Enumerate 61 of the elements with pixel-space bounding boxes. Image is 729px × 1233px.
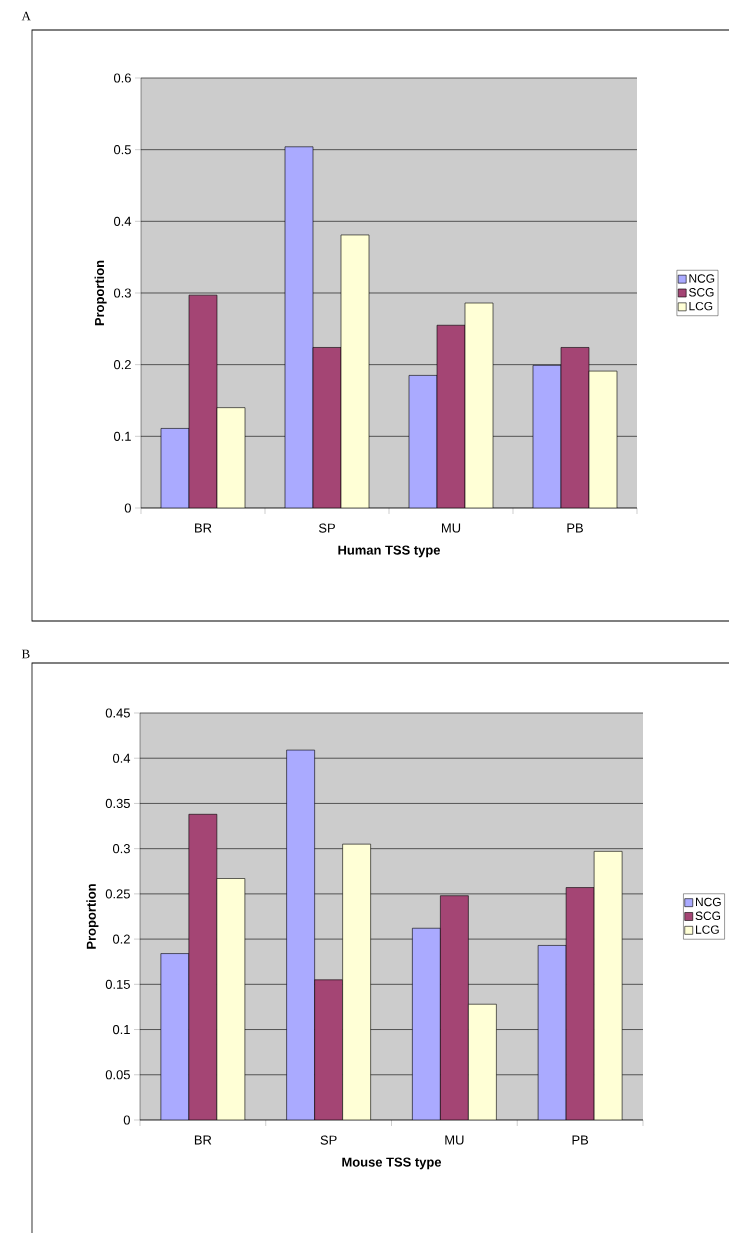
bar (412, 927, 441, 1120)
y-tick-label: 0.3 (112, 844, 130, 854)
y-tick-label: 0.2 (112, 934, 130, 944)
bar (532, 365, 562, 508)
y-tick-label: 0.45 (105, 708, 130, 718)
bar (537, 945, 567, 1120)
bar (565, 887, 595, 1120)
y-tick-label: 0.1 (112, 1024, 130, 1035)
y-tick-label: 0.4 (113, 216, 132, 226)
legend-label: LCG (696, 925, 719, 934)
x-tick-label: BR (195, 523, 212, 533)
y-tick-label: 0.05 (105, 1070, 130, 1080)
x-tick-label: BR (194, 1135, 212, 1145)
bar (408, 375, 438, 508)
x-tick-label: MU (441, 523, 461, 533)
bar (340, 234, 370, 508)
bar (560, 347, 590, 508)
bar (188, 294, 218, 508)
legend-label: NCG (689, 274, 715, 283)
bar (464, 302, 494, 508)
bar (286, 749, 315, 1120)
x-tick-label: PB (567, 523, 583, 533)
y-axis-title: Proportion (86, 884, 99, 949)
x-axis-title: Human TSS type (338, 545, 441, 558)
text: A (21, 11, 31, 21)
bar (312, 347, 342, 508)
y-tick-label: 0.3 (113, 288, 131, 298)
legend-label: SCG (695, 911, 721, 921)
bar (188, 813, 218, 1120)
bar (216, 878, 246, 1120)
legend-label: SCG (689, 288, 714, 297)
y-tick-label: 0.4 (112, 753, 131, 763)
x-tick-label: MU (445, 1135, 464, 1145)
legend-label: LCG (689, 301, 713, 311)
y-tick-label: 0.6 (113, 73, 131, 83)
bar (160, 953, 190, 1120)
x-tick-label: SP (318, 523, 335, 533)
bar (342, 843, 371, 1120)
y-tick-label: 0.5 (113, 145, 131, 155)
bar (588, 370, 618, 508)
bar (284, 146, 314, 508)
y-tick-label: 0.2 (113, 360, 131, 370)
y-tick-label: 0 (123, 1115, 130, 1125)
bar (314, 979, 343, 1120)
x-tick-label: SP (320, 1135, 337, 1145)
y-tick-label: 0.35 (105, 798, 130, 809)
y-tick-label: 0 (124, 503, 131, 513)
bar (593, 851, 623, 1120)
bar (468, 1003, 497, 1120)
bar (440, 895, 469, 1120)
text: B (21, 649, 30, 659)
bar (436, 324, 466, 508)
y-tick-label: 0.25 (105, 889, 130, 899)
bar (216, 407, 246, 508)
x-tick-label: PB (572, 1135, 589, 1145)
x-axis-title: Mouse TSS type (342, 1157, 442, 1170)
y-axis-title: Proportion (94, 260, 107, 326)
bar (160, 428, 190, 508)
y-tick-label: 0.15 (105, 979, 130, 989)
legend-label: NCG (696, 897, 721, 907)
y-tick-label: 0.1 (113, 431, 131, 441)
